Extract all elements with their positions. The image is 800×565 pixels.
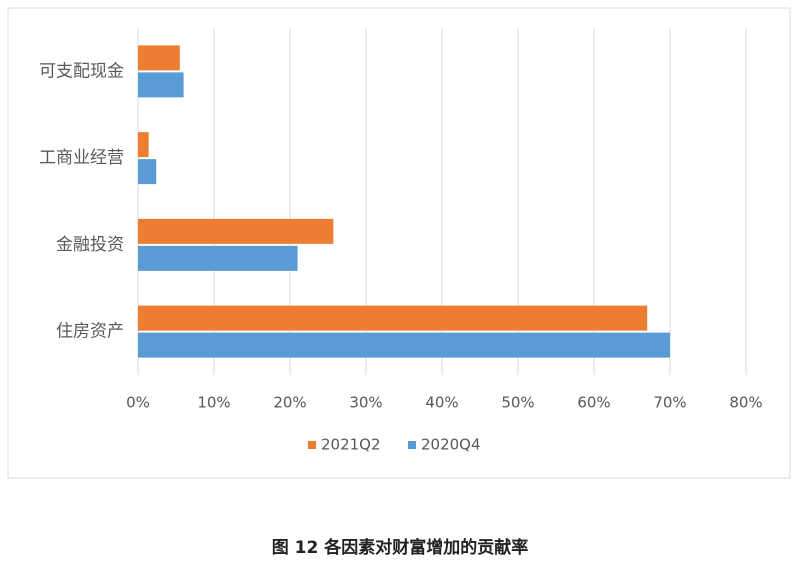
x-tick-label: 60% [577, 394, 610, 412]
legend-label: 2020Q4 [421, 436, 481, 454]
bar [138, 72, 184, 98]
x-tick-label: 20% [273, 394, 306, 412]
chart-title: 图 12 各因素对财富增加的贡献率 [272, 537, 529, 558]
x-tick-label: 30% [349, 394, 382, 412]
bar [138, 45, 180, 71]
y-tick-label: 工商业经营 [39, 148, 124, 168]
y-tick-label: 可支配现金 [39, 61, 124, 81]
x-tick-label: 40% [425, 394, 458, 412]
legend-swatch [308, 441, 316, 449]
x-tick-label: 10% [197, 394, 230, 412]
bar [138, 218, 334, 244]
x-tick-label: 70% [653, 394, 686, 412]
bar [138, 132, 149, 158]
y-tick-label: 金融投资 [56, 235, 124, 255]
y-tick-label: 住房资产 [56, 322, 124, 342]
x-tick-label: 80% [729, 394, 762, 412]
bar [138, 332, 670, 358]
x-tick-label: 0% [126, 394, 150, 412]
bar [138, 305, 648, 331]
legend-swatch [408, 441, 416, 449]
bar [138, 245, 298, 271]
legend-label: 2021Q2 [321, 436, 381, 454]
x-tick-label: 50% [501, 394, 534, 412]
bar [138, 159, 157, 185]
